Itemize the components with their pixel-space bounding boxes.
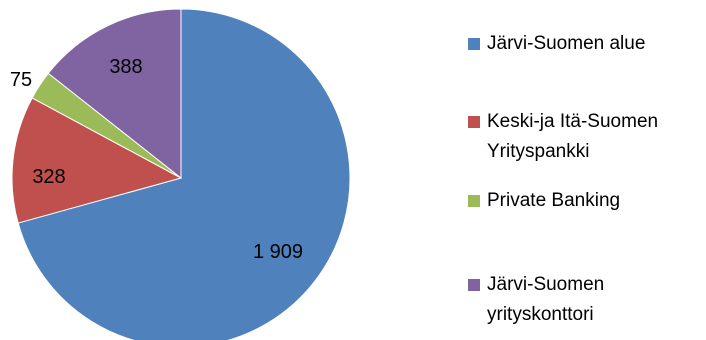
pie-slice-jarvi-suomen-yrityskonttori	[47, 8, 182, 180]
data-label-private-banking: 75	[10, 69, 32, 91]
data-label-jarvi-suomen-yrityskonttori: 388	[109, 56, 142, 78]
legend-label-private-banking: Private Banking	[487, 190, 621, 211]
legend-swatch-keski-ja-ita-suomen-yrityspankki	[468, 116, 480, 128]
legend-label-keski-ja-ita-suomen-line1: Keski-ja Itä-Suomen	[487, 111, 659, 132]
legend-label-jarvi-suomen-alue: Järvi-Suomen alue	[487, 33, 646, 54]
data-label-keski-ja-ita-suomen-yrityspankki: 328	[32, 166, 65, 188]
data-label-jarvi-suomen-alue: 1 909	[253, 241, 303, 263]
legend-label-jarvi-suomen-yrityskonttori-line2: yrityskonttori	[487, 304, 594, 325]
legend-swatch-jarvi-suomen-alue	[468, 38, 480, 50]
legend-swatch-private-banking	[468, 195, 480, 207]
legend-label-jarvi-suomen-yrityskonttori-line1: Järvi-Suomen	[487, 274, 605, 295]
legend: Järvi-Suomen alue Keski-ja Itä-Suomen Yr…	[468, 0, 706, 340]
legend-swatch-jarvi-suomen-yrityskonttori	[468, 279, 480, 291]
pie-slice-keski-ja-ita-suomen-yrityspankki	[11, 97, 183, 224]
legend-label-keski-ja-ita-suomen-line2: Yrityspankki	[487, 141, 590, 162]
pie-slice-jarvi-suomen-alue	[17, 8, 351, 340]
